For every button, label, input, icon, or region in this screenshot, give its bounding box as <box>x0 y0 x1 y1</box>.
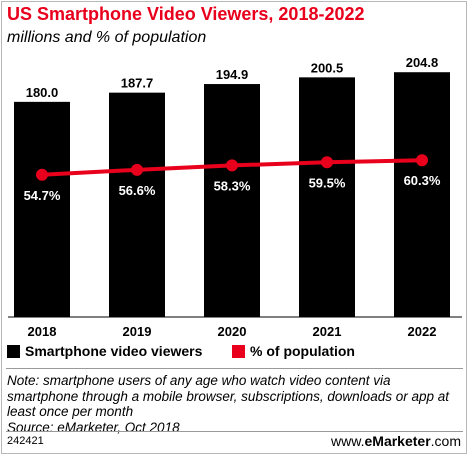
line-point <box>321 156 333 169</box>
chart-title: US Smartphone Video Viewers, 2018-2022 <box>7 4 365 24</box>
line-value-label: 59.5% <box>309 175 346 190</box>
line-point <box>36 168 48 181</box>
bar <box>204 84 260 317</box>
bar <box>299 77 355 317</box>
line-point <box>416 154 428 167</box>
x-tick-label: 2018 <box>28 324 57 339</box>
bar-value-label: 180.0 <box>26 85 59 100</box>
bar-value-label: 194.9 <box>216 67 249 82</box>
line-value-label: 54.7% <box>24 188 61 203</box>
bar-value-label: 200.5 <box>311 60 344 75</box>
legend-item-line: % of population <box>232 343 355 359</box>
bar <box>14 101 70 317</box>
bar <box>109 92 165 317</box>
brand-logo: www.eMarketer.com <box>331 433 461 449</box>
brand-suffix: .com <box>430 433 461 449</box>
x-tick-label: 2021 <box>313 324 342 339</box>
legend-swatch-line <box>232 344 245 358</box>
line-value-label: 60.3% <box>404 173 441 188</box>
line-value-label: 58.3% <box>214 178 251 193</box>
bar-value-label: 187.7 <box>121 76 154 91</box>
note-text: Note: smartphone users of any age who wa… <box>7 373 449 419</box>
source-text: Source: eMarketer, Oct 2018 <box>7 419 180 435</box>
legend-label-bars: Smartphone video viewers <box>25 343 203 359</box>
legend-swatch-bars <box>7 344 20 358</box>
legend-item-bars: Smartphone video viewers <box>7 343 202 359</box>
bar <box>394 72 450 317</box>
brand-prefix: www. <box>331 433 365 449</box>
line-point <box>226 159 238 172</box>
note-divider <box>6 368 463 369</box>
bar-value-label: 204.8 <box>406 55 439 70</box>
chart-plot: 180.0 2018 187.7 2019 194.9 2020 200.5 2021 204.… <box>8 55 462 339</box>
x-tick-label: 2020 <box>218 324 247 339</box>
chart-subtitle: millions and % of population <box>7 29 207 46</box>
line-value-label: 56.6% <box>119 183 156 198</box>
note-block: Note: smartphone users of any age who wa… <box>7 373 462 435</box>
legend-label-line: % of population <box>250 343 355 359</box>
line-point <box>131 163 143 176</box>
chart-id: 242421 <box>7 435 44 447</box>
x-tick-label: 2019 <box>123 324 152 339</box>
brand-name: eMarketer <box>364 433 431 449</box>
footer-divider <box>6 431 463 432</box>
x-tick-label: 2022 <box>408 324 437 339</box>
